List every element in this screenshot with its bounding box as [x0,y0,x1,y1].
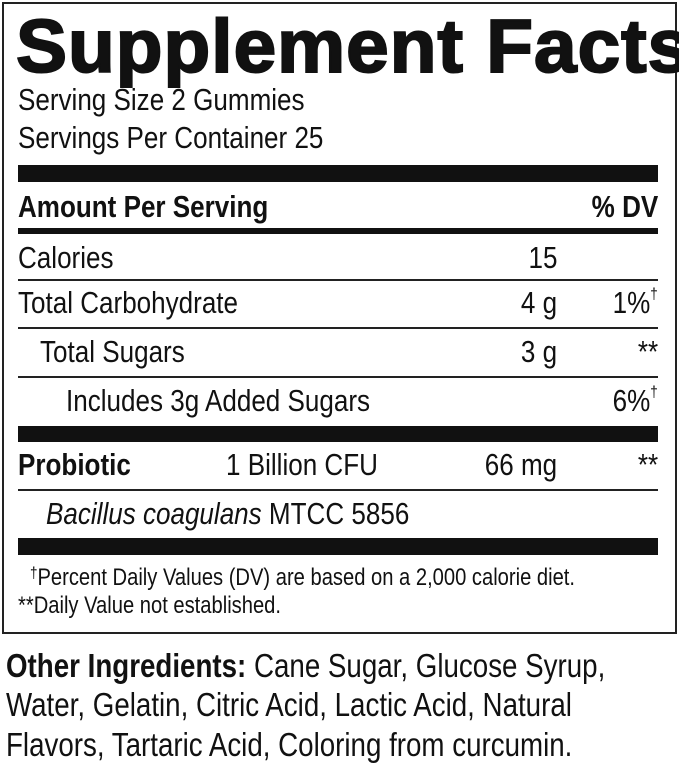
row-calories-amount: 15 [528,240,557,275]
supplement-facts-panel [2,2,677,634]
row-carb-amount: 4 g [520,285,557,320]
probiotic-dv: ** [637,447,658,482]
panel-title: Supplement Facts [15,4,679,88]
divider [18,376,658,378]
row-sugars-dv: ** [637,334,658,369]
footnote-text: Percent Daily Values (DV) are based on a… [37,564,576,591]
footnote-dagger: †Percent Daily Values (DV) are based on … [30,564,575,592]
footnote-double-star: **Daily Value not established. [18,592,281,619]
row-sugars-name: Total Sugars [40,334,185,369]
divider [18,327,658,329]
servings-per-container: Servings Per Container 25 [18,120,324,155]
strain-species: Bacillus coagulans [46,496,262,531]
dagger-mark: † [650,286,658,303]
row-added-sugars-dv: 6%† [613,383,658,419]
dv-header: % DV [591,189,658,224]
row-calories-name: Calories [18,240,114,275]
row-carb-name: Total Carbohydrate [18,285,239,320]
probiotic-count: 1 Billion CFU [226,447,378,482]
strain-code: MTCC 5856 [268,496,410,531]
other-ingredients-line-1: Other Ingredients: Cane Sugar, Glucose S… [6,648,605,684]
other-ingredients-line-3: Flavors, Tartaric Acid, Coloring from cu… [6,726,573,763]
serving-size: Serving Size 2 Gummies [18,82,305,117]
ingredients-text: Cane Sugar, Glucose Syrup, [246,647,606,684]
thick-divider [18,165,658,182]
row-carb-dv: 1%† [613,285,658,321]
amount-per-serving-header: Amount Per Serving [18,189,269,224]
probiotic-amount: 66 mg [484,447,557,482]
row-added-sugars-name: Includes 3g Added Sugars [66,383,371,418]
row-sugars-amount: 3 g [520,334,557,369]
medium-divider [18,228,658,234]
thick-divider [18,426,658,442]
dagger-mark: † [650,384,658,401]
probiotic-strain: Bacillus coagulans MTCC 5856 [46,496,409,532]
thick-divider [18,538,658,555]
dv-value: 6% [612,383,651,418]
dagger-mark: † [30,565,38,582]
other-ingredients-label: Other Ingredients: [6,647,247,684]
divider [18,279,658,281]
dv-value: 1% [612,285,651,320]
divider [18,489,658,491]
probiotic-name: Probiotic [18,447,131,482]
other-ingredients-line-2: Water, Gelatin, Citric Acid, Lactic Acid… [6,686,572,723]
